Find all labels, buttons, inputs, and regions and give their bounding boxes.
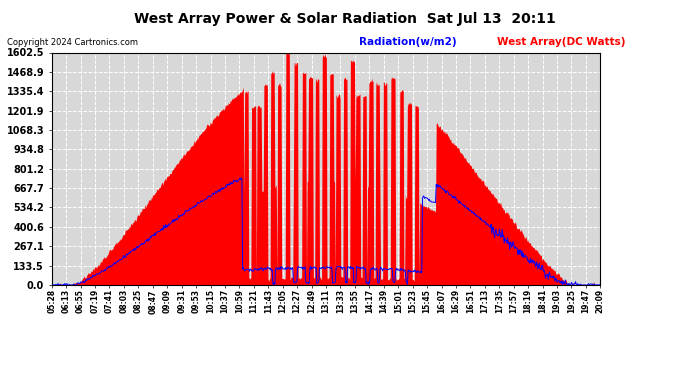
Text: West Array(DC Watts): West Array(DC Watts) — [497, 37, 625, 47]
Text: Radiation(w/m2): Radiation(w/m2) — [359, 37, 456, 47]
Text: Copyright 2024 Cartronics.com: Copyright 2024 Cartronics.com — [7, 38, 138, 47]
Text: West Array Power & Solar Radiation  Sat Jul 13  20:11: West Array Power & Solar Radiation Sat J… — [134, 12, 556, 26]
